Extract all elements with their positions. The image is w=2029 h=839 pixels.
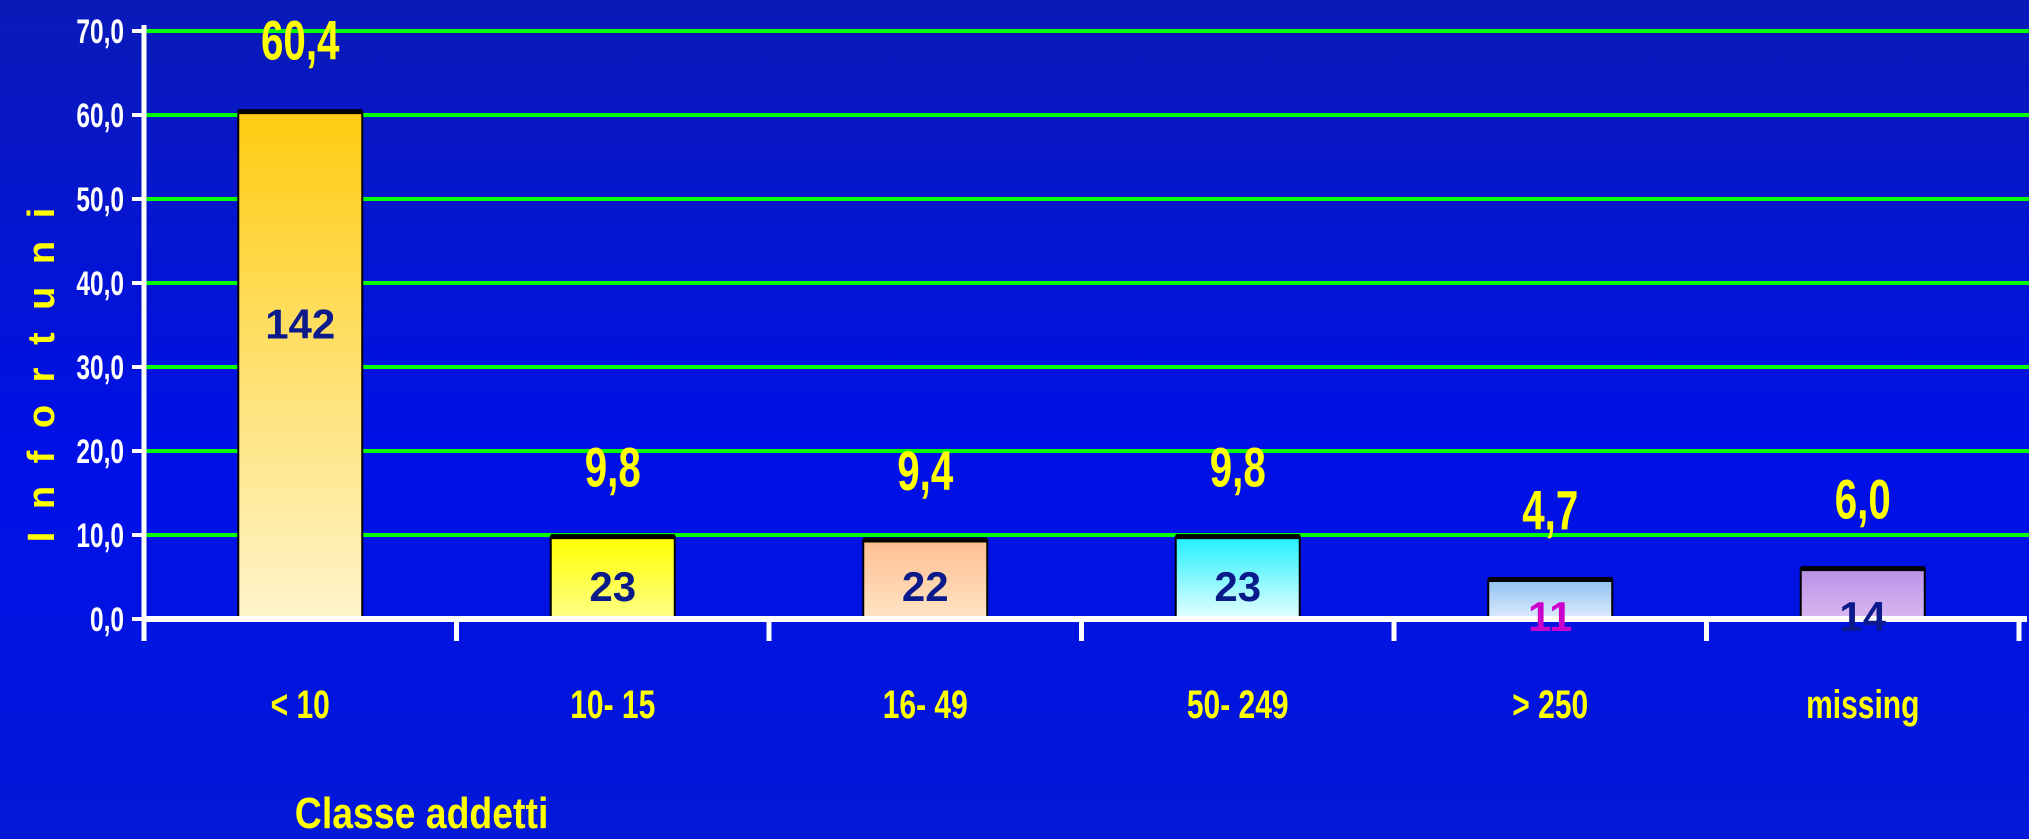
y-tick-label: 40,0	[76, 265, 124, 303]
grid-lines	[144, 29, 2029, 537]
category-label: > 250	[1512, 683, 1588, 727]
y-tick-label: 20,0	[76, 433, 124, 471]
category-label: < 10	[271, 683, 330, 727]
y-tick-label: 50,0	[76, 181, 124, 219]
category-label: 16- 49	[883, 683, 968, 727]
value-label: 9,4	[897, 441, 953, 503]
y-tick-label: 70,0	[76, 13, 124, 51]
count-label: 23	[1214, 563, 1261, 610]
value-label: 9,8	[585, 437, 641, 499]
axes	[132, 25, 2027, 641]
count-label: 142	[265, 301, 335, 348]
value-label: 6,0	[1835, 469, 1891, 531]
bar	[1174, 535, 1301, 620]
x-axis-title: Classe addetti	[295, 788, 549, 838]
bar	[1487, 578, 1614, 621]
category-label: 10- 15	[570, 683, 655, 727]
bar	[237, 110, 364, 620]
count-label: 11	[1528, 593, 1572, 640]
count-label: 14	[1839, 593, 1886, 640]
y-tick-label: 10,0	[76, 517, 124, 555]
count-label: 23	[589, 563, 636, 610]
labels: 0,0 10,0 20,0 30,0 40,0 50,0 60,0 70,0 60,4 142 < …	[76, 10, 1919, 727]
y-tick-label: 0,0	[90, 601, 124, 639]
category-label: missing	[1806, 683, 1919, 727]
value-label: 9,8	[1210, 437, 1266, 499]
value-label: 4,7	[1522, 480, 1578, 542]
y-tick-label: 30,0	[76, 349, 124, 387]
value-label: 60,4	[261, 10, 339, 72]
y-axis-title: I n f o r t u n i	[21, 202, 63, 543]
y-tick-label: 60,0	[76, 97, 124, 135]
category-label: 50- 249	[1187, 683, 1289, 727]
count-label: 22	[902, 563, 949, 610]
